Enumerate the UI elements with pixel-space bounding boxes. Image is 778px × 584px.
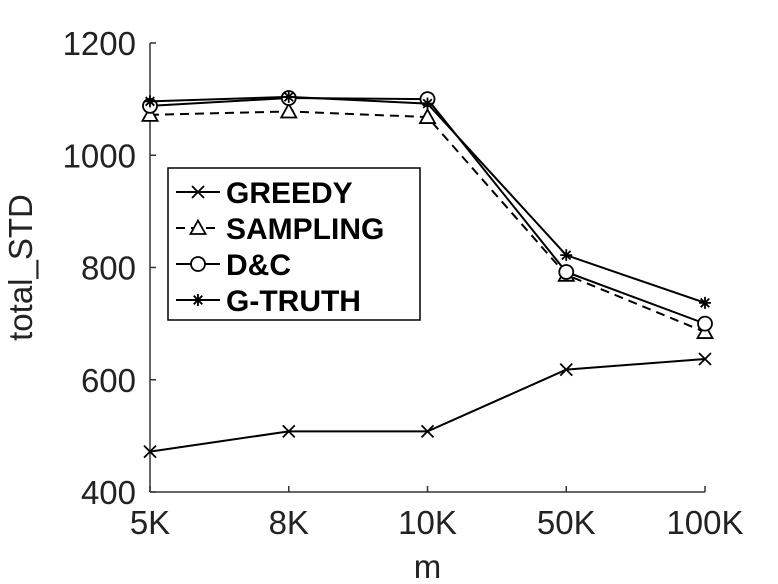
data-point-g-truth [144,95,156,108]
series-line-greedy [149,357,706,453]
data-point-g-truth [560,249,573,262]
y-tick-label: 1000 [63,137,136,174]
legend-label-greedy: GREEDY [226,177,353,210]
data-point-greedy [282,424,296,439]
x-axis-title: m [414,548,442,584]
data-point-greedy [559,363,573,377]
y-axis-title: total_STD [2,194,39,341]
data-point-sampling [418,107,437,124]
legend-marker-d-c [190,256,206,272]
data-point-g-truth [421,97,434,110]
y-tick-label: 800 [81,250,136,287]
y-tick-label: 400 [81,474,136,511]
legend-marker-greedy [191,185,205,199]
legend-label-g-truth: G-TRUTH [226,285,361,318]
legend-marker-g-truth [192,294,204,306]
data-point-greedy [420,424,435,439]
x-tick-label: 10K [398,504,457,541]
x-tick-label: 50K [537,504,596,541]
x-tick-label: 8K [269,504,309,541]
data-point-d-c [558,264,575,280]
data-point-d-c [697,315,713,332]
legend-marker-sampling [188,218,208,235]
data-point-greedy [143,444,157,459]
data-point-g-truth [282,90,295,103]
legend-box [167,167,421,321]
data-point-sampling [140,105,160,122]
series-layer [140,90,715,459]
data-point-greedy [698,352,712,366]
y-tick-label: 1200 [63,25,136,62]
legend-label-sampling: SAMPLING [226,213,384,246]
series-greedy [143,352,712,459]
data-point-sampling [279,102,298,119]
legend-label-d-c: D&C [226,249,291,282]
x-tick-label: 100K [666,504,743,541]
x-tick-label: 5K [130,504,170,541]
axes: 400 600 800 1000 1200 5K 8K 10K 50K 100K [63,25,744,541]
series-g-truth [144,90,711,309]
y-tick-label: 600 [81,362,136,399]
data-point-g-truth [699,296,711,309]
